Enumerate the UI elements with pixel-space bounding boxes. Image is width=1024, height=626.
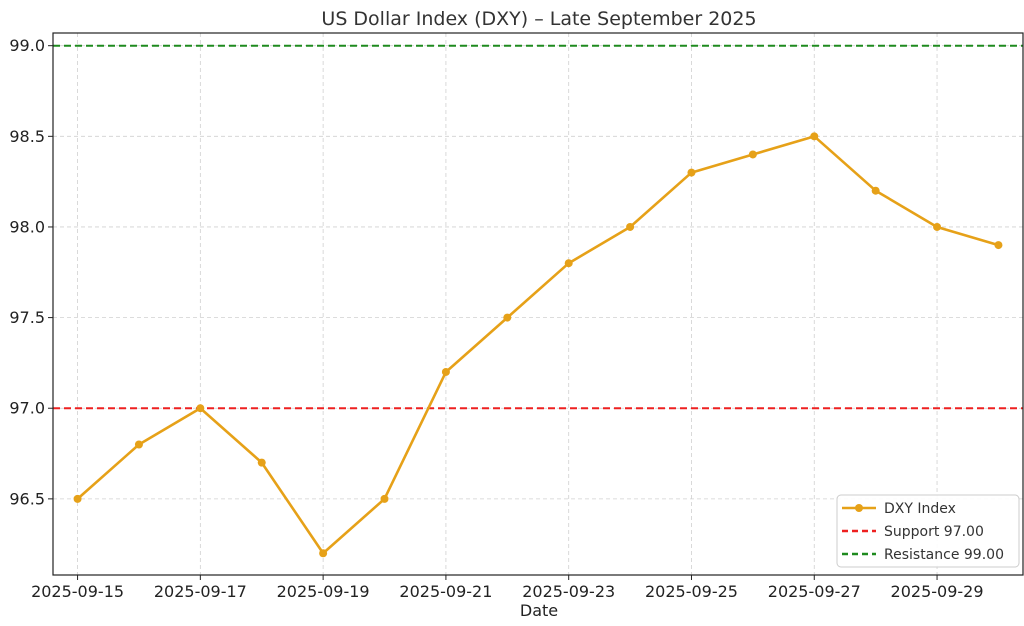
legend-label: Resistance 99.00 bbox=[884, 547, 1004, 563]
data-point bbox=[319, 549, 328, 558]
x-tick-label: 2025-09-19 bbox=[277, 582, 370, 601]
series-line-dxy bbox=[76, 135, 999, 555]
legend-box bbox=[836, 494, 1020, 568]
legend-marker bbox=[855, 504, 863, 512]
y-tick-label: 98.0 bbox=[9, 217, 45, 236]
data-point bbox=[748, 150, 757, 159]
data-point bbox=[626, 222, 635, 231]
y-tick-label: 99.0 bbox=[9, 36, 45, 55]
data-point bbox=[503, 313, 512, 322]
data-point bbox=[73, 494, 82, 503]
legend-label: Support 97.00 bbox=[884, 524, 984, 540]
chart-title: US Dollar Index (DXY) – Late September 2… bbox=[321, 8, 756, 30]
grid bbox=[53, 33, 1023, 575]
x-tick-label: 2025-09-23 bbox=[522, 582, 615, 601]
y-tick-label: 98.5 bbox=[9, 127, 45, 146]
x-tick-label: 2025-09-15 bbox=[31, 582, 124, 601]
y-tick-label: 97.0 bbox=[9, 399, 45, 418]
legend: DXY Index Support 97.00 Resistance 99.00 bbox=[836, 494, 1020, 568]
legend-item-resistance: Resistance 99.00 bbox=[842, 547, 1004, 563]
x-tick-label: 2025-09-29 bbox=[891, 582, 984, 601]
plot-frame bbox=[52, 32, 1024, 576]
x-axis: 2025-09-15 2025-09-17 2025-09-19 2025-09-21… bbox=[31, 575, 984, 601]
legend-label: DXY Index bbox=[884, 501, 956, 517]
data-point bbox=[871, 186, 880, 195]
data-point bbox=[380, 494, 389, 503]
data-point bbox=[933, 222, 942, 231]
y-axis: 96.5 97.0 97.5 98.0 98.5 99.0 bbox=[9, 36, 53, 508]
x-axis-label: Date bbox=[520, 601, 558, 620]
data-point bbox=[994, 241, 1003, 250]
data-point bbox=[687, 168, 696, 177]
data-point bbox=[196, 404, 205, 413]
y-tick-label: 96.5 bbox=[9, 489, 45, 508]
data-point bbox=[441, 367, 450, 376]
x-tick-label: 2025-09-17 bbox=[154, 582, 247, 601]
y-tick-label: 97.5 bbox=[9, 308, 45, 327]
x-tick-label: 2025-09-25 bbox=[645, 582, 738, 601]
data-point bbox=[564, 259, 573, 268]
reference-lines bbox=[53, 44, 1023, 410]
data-point bbox=[257, 458, 266, 467]
x-tick-label: 2025-09-21 bbox=[399, 582, 492, 601]
data-point bbox=[134, 440, 143, 449]
legend-item-dxy: DXY Index bbox=[842, 501, 956, 517]
data-point bbox=[810, 132, 819, 141]
series-layer bbox=[73, 132, 1003, 558]
x-tick-label: 2025-09-27 bbox=[768, 582, 861, 601]
legend-item-support: Support 97.00 bbox=[842, 524, 984, 540]
